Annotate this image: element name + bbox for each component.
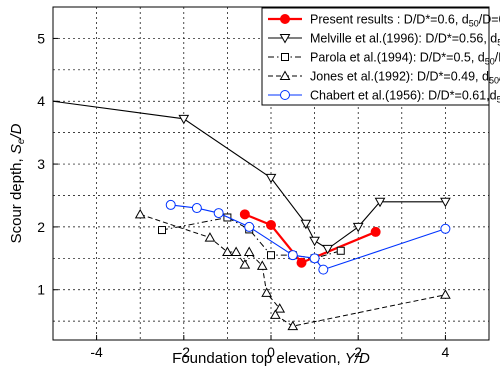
data-point xyxy=(267,251,275,260)
legend-label: Jones et al.(1992): D/D*=0.49, d50/D=0.0… xyxy=(310,70,500,86)
x-tick-label: -4 xyxy=(90,344,103,360)
data-point xyxy=(309,236,320,247)
y-axis-title-symbol: S xyxy=(8,144,25,154)
legend-label: Parola et al.(1994): D/D*=0.5, d50/D=0.0… xyxy=(310,51,500,67)
legend-label: Melville et al.(1996): D/D*=0.56, d50/D=… xyxy=(310,32,500,48)
data-point xyxy=(440,223,451,234)
data-point xyxy=(440,289,451,299)
y-tick-label: 2 xyxy=(37,219,45,235)
data-point xyxy=(239,259,251,269)
series-layer xyxy=(52,100,451,331)
y-tick-label: 3 xyxy=(37,156,45,172)
data-point xyxy=(165,199,176,210)
data-point xyxy=(287,250,298,261)
data-point xyxy=(270,309,281,319)
legend-item: Melville et al.(1996): D/D*=0.56, d50/D=… xyxy=(268,32,500,48)
x-axis-title: Foundation top elevation, Y/D xyxy=(172,350,370,367)
legend-marker xyxy=(279,70,291,80)
series-4 xyxy=(134,208,451,331)
x-axis-title-text: Foundation top elevation, xyxy=(172,350,345,367)
data-point xyxy=(222,246,233,257)
data-point xyxy=(266,220,276,231)
y-tick-label: 1 xyxy=(37,282,45,298)
y-tick-label: 5 xyxy=(37,30,45,46)
legend-marker xyxy=(280,90,290,100)
data-point xyxy=(134,208,146,219)
data-point xyxy=(158,226,166,235)
axis-ticks: -4 -2 0 2 4 1 2 3 4 5 xyxy=(37,30,449,360)
data-point xyxy=(322,244,334,255)
data-point xyxy=(204,232,216,242)
y-axis-title-text: Scour depth, xyxy=(8,154,25,243)
x-axis-title-italic: Y/D xyxy=(345,350,370,367)
data-point xyxy=(261,287,272,297)
data-point xyxy=(370,226,381,237)
data-point xyxy=(230,246,242,257)
data-point xyxy=(243,246,255,257)
data-point xyxy=(256,260,268,270)
data-point xyxy=(244,221,255,232)
x-tick-label: -2 xyxy=(178,344,191,360)
data-point xyxy=(274,303,286,313)
series-2 xyxy=(52,100,451,255)
series-1 xyxy=(239,209,381,268)
data-point xyxy=(352,222,364,233)
legend-marker xyxy=(280,14,290,24)
legend-item: Parola et al.(1994): D/D*=0.5, d50/D=0.0… xyxy=(268,51,500,67)
y-axis-title-subscript: e xyxy=(16,138,27,144)
y-axis-title: Scour depth, Se/D xyxy=(8,123,27,243)
legend-item: Present results : D/D*=0.6, d50/D=0.006 xyxy=(268,13,500,29)
data-point xyxy=(265,173,277,184)
data-point xyxy=(296,257,307,268)
x-tick-label: 4 xyxy=(442,344,450,360)
data-point xyxy=(374,197,386,208)
data-point xyxy=(336,246,345,255)
y-axis-title-tail: /D xyxy=(8,123,25,139)
data-point xyxy=(318,264,329,275)
legend-item: Chabert et al.(1956): D/D*=0.61,d50/D=0.… xyxy=(268,89,500,105)
series-line xyxy=(244,213,377,265)
data-point xyxy=(287,320,299,331)
data-point xyxy=(213,208,224,219)
data-point xyxy=(178,114,190,125)
legend-label: Present results : D/D*=0.6, d50/D=0.006 xyxy=(310,13,500,29)
legend-label: Chabert et al.(1956): D/D*=0.61,d50/D=0.… xyxy=(310,89,500,105)
data-point xyxy=(191,203,202,214)
data-point xyxy=(300,219,312,230)
data-point xyxy=(239,209,250,220)
legend-item: Jones et al.(1992): D/D*=0.49, d50/D=0.0… xyxy=(268,70,500,86)
x-tick-label: 0 xyxy=(267,344,275,360)
data-point xyxy=(309,253,320,264)
legend-marker xyxy=(279,34,291,44)
legend-marker xyxy=(281,53,289,61)
legend-items: Present results : D/D*=0.6, d50/D=0.006 M… xyxy=(268,13,500,105)
series-5 xyxy=(165,199,451,275)
y-tick-label: 4 xyxy=(37,93,45,109)
data-point xyxy=(440,197,451,208)
x-tick-label: 2 xyxy=(354,344,362,360)
legend: Present results : D/D*=0.6, d50/D=0.006 M… xyxy=(261,7,500,106)
series-line xyxy=(140,213,446,327)
